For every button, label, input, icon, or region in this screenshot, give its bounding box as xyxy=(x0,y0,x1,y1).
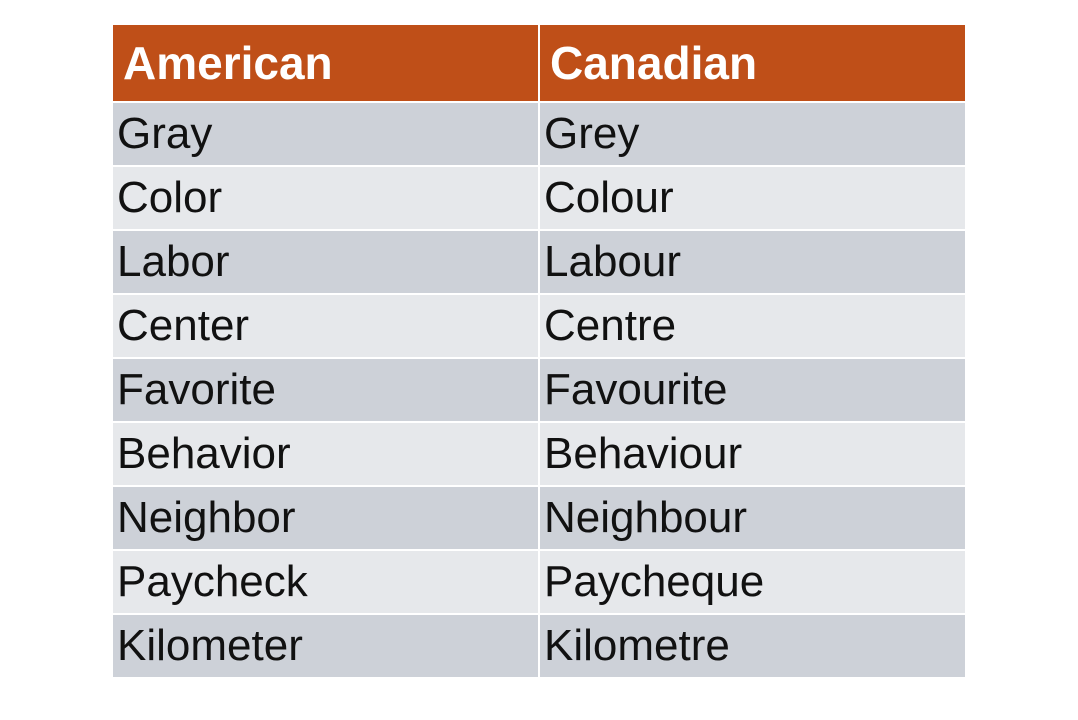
table-cell: Gray xyxy=(112,101,540,167)
table-cell: Colour xyxy=(538,165,966,231)
table-cell: Favourite xyxy=(538,357,966,423)
table-row: Favorite Favourite xyxy=(112,357,966,423)
table-row: Neighbor Neighbour xyxy=(112,485,966,551)
table-cell: Kilometer xyxy=(112,613,540,678)
table-head: American Canadian xyxy=(112,24,966,103)
header-cell: Canadian xyxy=(538,24,966,103)
table-row: Center Centre xyxy=(112,293,966,359)
table-cell: Paycheck xyxy=(112,549,540,615)
table-cell: Favorite xyxy=(112,357,540,423)
table-cell: Kilometre xyxy=(538,613,966,678)
table-cell: Center xyxy=(112,293,540,359)
table-row: Gray Grey xyxy=(112,101,966,167)
table-row: Kilometer Kilometre xyxy=(112,613,966,678)
table-cell: Grey xyxy=(538,101,966,167)
table-cell: Behaviour xyxy=(538,421,966,487)
table-row: Paycheck Paycheque xyxy=(112,549,966,615)
table-cell: Color xyxy=(112,165,540,231)
table-cell: Centre xyxy=(538,293,966,359)
table-cell: Behavior xyxy=(112,421,540,487)
table-cell: Labour xyxy=(538,229,966,295)
table-body: Gray Grey Color Colour Labor Labour Center Cent… xyxy=(112,101,966,678)
table-cell: Paycheque xyxy=(538,549,966,615)
header-cell: American xyxy=(112,24,540,103)
table-row: Labor Labour xyxy=(112,229,966,295)
table-row: Color Colour xyxy=(112,165,966,231)
table-row: Behavior Behaviour xyxy=(112,421,966,487)
table-cell: Neighbor xyxy=(112,485,540,551)
header-row: American Canadian xyxy=(112,24,966,103)
table-cell: Labor xyxy=(112,229,540,295)
spelling-table: American Canadian Gray Grey Color Colour Labo… xyxy=(112,24,966,678)
table-cell: Neighbour xyxy=(538,485,966,551)
